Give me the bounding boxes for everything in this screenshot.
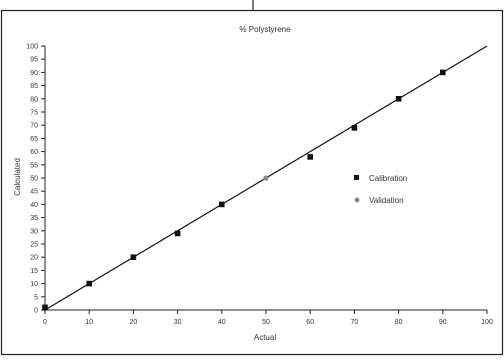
point-calibration [219, 201, 225, 208]
point-calibration [307, 154, 313, 160]
point-calibration [395, 96, 402, 102]
x-tick-label: 30 [174, 319, 182, 326]
y-tick-label: 90 [30, 70, 38, 77]
x-tick-label: 100 [481, 319, 493, 326]
legend-marker-validation [354, 197, 360, 203]
y-tick-label: 30 [30, 228, 38, 235]
x-tick-label: 90 [439, 319, 447, 326]
legend-label-calibration: Calibration [369, 174, 407, 183]
point-calibration [130, 254, 137, 260]
y-tick-label: 15 [30, 268, 38, 275]
point-calibration [86, 280, 92, 287]
point-calibration [351, 125, 358, 131]
y-tick-label: 80 [30, 96, 38, 103]
y-tick-label: 25 [30, 242, 38, 249]
y-tick-label: 75 [30, 110, 38, 117]
y-tick-label: 60 [30, 149, 38, 156]
chart-title: % Polystyrene [239, 25, 291, 34]
x-tick-label: 50 [262, 319, 270, 326]
data-points [42, 69, 446, 311]
x-tick-label: 0 [43, 319, 47, 326]
x-tick-label: 60 [306, 319, 314, 326]
legend-marker-calibration [354, 175, 359, 180]
y-tick-label: 70 [30, 123, 38, 130]
y-tick-label: 35 [30, 215, 38, 222]
y-tick-label: 0 [34, 308, 38, 315]
x-tick-label: 80 [395, 319, 403, 326]
y-tick-label: 10 [30, 281, 38, 288]
x-tick-label: 40 [218, 319, 226, 326]
y-tick-label: 65 [30, 136, 38, 143]
point-validation [263, 175, 269, 181]
legend-label-validation: Validation [369, 196, 404, 205]
y-axis-label: Calculated [13, 158, 22, 196]
legend: Calibration Validation [354, 174, 407, 205]
y-tick-label: 100 [26, 44, 38, 51]
point-calibration [440, 69, 446, 76]
y-tick-label: 85 [30, 83, 38, 90]
point-calibration [42, 304, 48, 311]
y-tick-label: 45 [30, 189, 38, 196]
point-calibration [174, 230, 181, 237]
y-axis-ticks: 0 5 10 15 20 25 30 35 40 45 50 55 60 65 70 75 80 85 90 95 10… [26, 44, 45, 315]
y-tick-label: 95 [30, 57, 38, 64]
x-axis-label: Actual [254, 333, 276, 342]
y-tick-label: 55 [30, 162, 38, 169]
x-tick-label: 10 [85, 319, 93, 326]
y-tick-label: 5 [34, 294, 38, 301]
x-axis-ticks: 0 10 20 30 40 50 60 70 80 90 100 [43, 310, 493, 326]
x-tick-label: 70 [351, 319, 359, 326]
y-tick-label: 20 [30, 255, 38, 262]
x-tick-label: 20 [130, 319, 138, 326]
chart-border [0, 9, 504, 356]
y-tick-label: 40 [30, 202, 38, 209]
y-tick-label: 50 [30, 176, 38, 183]
